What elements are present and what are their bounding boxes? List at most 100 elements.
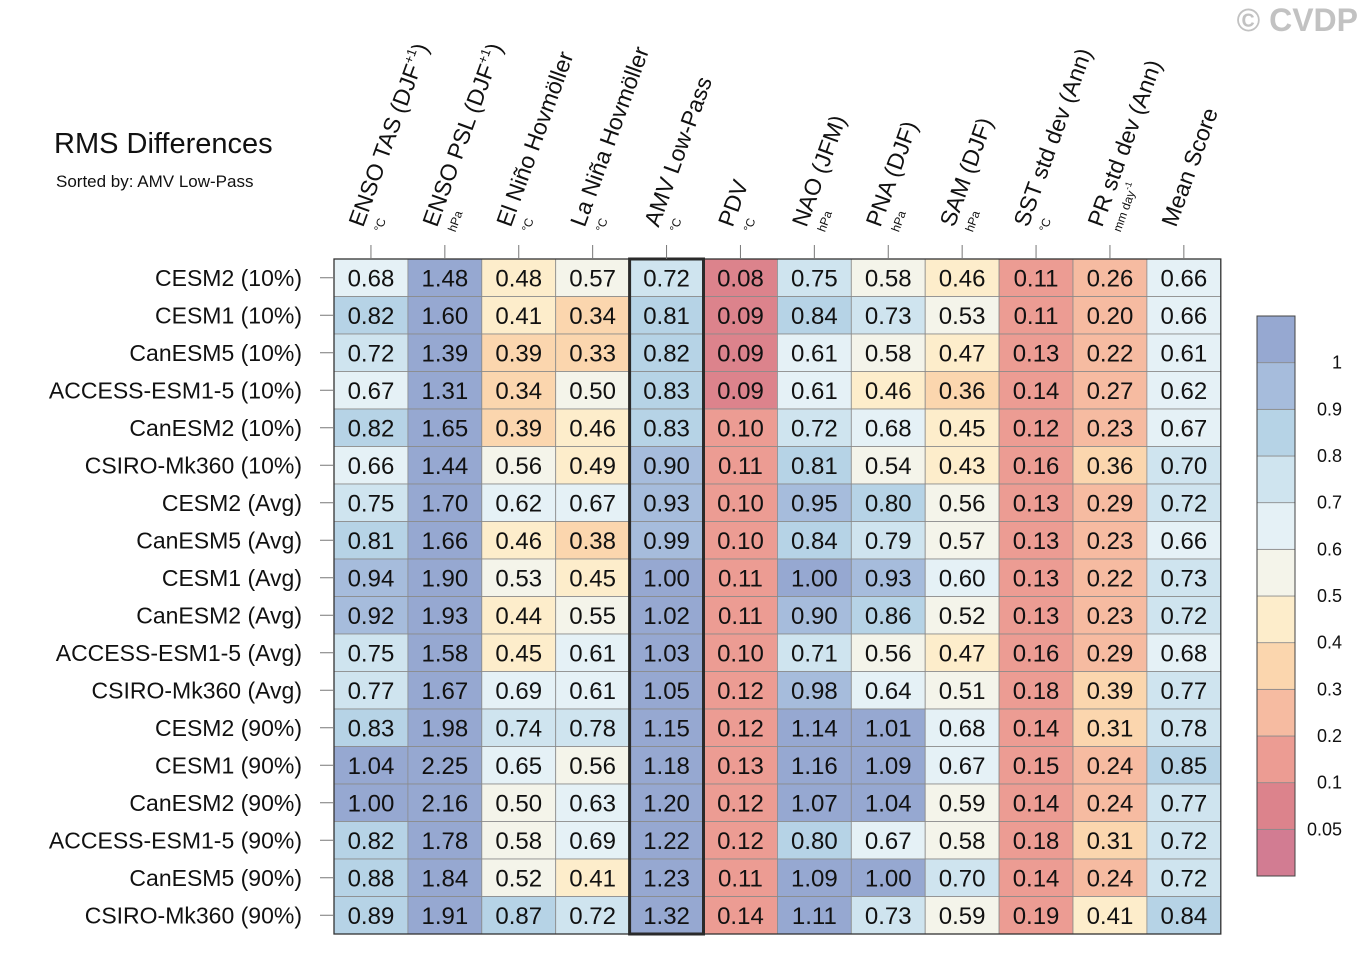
cell-value: 0.41 [569,865,616,892]
heatmap-cell [481,596,557,635]
heatmap-cell [407,858,483,897]
column-label-sam-djf: SAM (DJF)hPa [934,114,997,234]
cell-value: 0.53 [495,565,542,592]
cell-value: 0.56 [939,490,986,517]
cell-value: 0.10 [717,415,764,442]
heatmap-cell [1146,633,1222,672]
watermark: © CVDP [1236,2,1358,38]
heatmap-cell [1146,408,1222,447]
heatmap-cell [333,446,409,485]
cell-value: 0.72 [791,415,838,442]
heatmap-cell [333,408,409,447]
heatmap-cell [1146,558,1222,597]
cell-value: 1.05 [643,678,690,705]
heatmap-cell [850,821,926,860]
cell-value: 0.83 [643,415,690,442]
row-label-canesm2-avg: CanESM2 (Avg) [136,602,302,628]
cell-value: 0.09 [717,303,764,330]
heatmap-cell [850,596,926,635]
cell-value: 0.73 [865,303,912,330]
cell-value: 0.72 [643,265,690,292]
heatmap-cell [703,708,778,747]
column-unit: hPa [815,208,836,233]
column-label-mean-score: Mean Score [1156,104,1223,229]
cell-value: 0.12 [717,678,764,705]
column-unit: °C [519,216,537,234]
heatmap-cell [1146,258,1222,297]
cell-value: 1.22 [643,828,690,855]
cell-value: 1.91 [421,903,468,930]
cell-value: 0.88 [348,865,395,892]
heatmap-cell [407,371,483,410]
cell-value: 1.14 [791,715,838,742]
heatmap-cell [1146,858,1222,897]
heatmap-cell [481,708,557,747]
cell-value: 0.50 [569,378,616,405]
heatmap-cell [481,858,557,897]
heatmap-cell [1072,896,1148,935]
heatmap-cell [924,671,1000,710]
colorbar-tick-label: 0.6 [1317,539,1342,559]
cell-value: 0.67 [348,378,395,405]
cell-value: 1.58 [421,640,468,667]
cell-value: 1.00 [643,565,690,592]
heatmap-cell [333,896,409,935]
heatmap-cell [998,483,1074,522]
cell-value: 0.95 [791,490,838,517]
heatmap-cell [481,371,557,410]
row-labels: CESM2 (10%) CESM1 (10%) CanESM5 (10%) ACCES… [49,265,334,928]
heatmap-cell [1072,708,1148,747]
cell-value: 0.72 [1160,828,1207,855]
cell-value: 0.73 [1160,565,1207,592]
cell-value: 0.70 [1160,453,1207,480]
cell-value: 0.59 [939,790,986,817]
cell-value: 0.08 [717,265,764,292]
chart-subtitle: Sorted by: AMV Low-Pass [56,172,254,191]
heatmap-cell [481,783,557,822]
chart-title: RMS Differences [54,128,273,160]
cell-value: 1.16 [791,753,838,780]
cell-value: 0.15 [1013,753,1060,780]
row-label-cesm1-90: CESM1 (90%) [155,752,302,778]
heatmap-border [333,258,1222,935]
cell-value: 0.71 [791,640,838,667]
cell-value: 0.12 [717,790,764,817]
cell-value: 0.61 [569,640,616,667]
cell-value: 0.29 [1087,640,1134,667]
heatmap-cell [703,596,778,635]
heatmap-cell [407,633,483,672]
heatmap-cell [481,746,557,785]
heatmap-cell [777,371,852,410]
cell-value: 0.66 [1160,528,1207,555]
cell-value: 0.65 [495,753,542,780]
cell-value: 0.26 [1087,265,1134,292]
cell-value: 0.46 [495,528,542,555]
cell-value: 0.67 [939,753,986,780]
cell-value: 0.11 [718,565,763,592]
cell-value: 0.92 [348,603,395,630]
heatmap-cell [333,783,409,822]
cell-value: 0.29 [1087,490,1134,517]
heatmap-cell [555,746,631,785]
heatmap-cell [703,483,778,522]
colorbar-tick-label: 0.5 [1317,586,1342,606]
cell-value: 0.80 [865,490,912,517]
heatmap-cell [481,558,557,597]
cell-value: 0.12 [1013,415,1060,442]
cell-value: 1.44 [421,453,468,480]
colorbar-swatch [1256,688,1296,737]
cell-value: 0.11 [718,453,763,480]
cell-value: 0.13 [1013,490,1060,517]
heatmap-cell [924,858,1000,897]
cell-value: 0.31 [1087,715,1134,742]
cell-value: 0.11 [1014,303,1059,330]
colorbar-tick-label: 0.1 [1317,773,1342,793]
cell-value: 1.04 [865,790,912,817]
heatmap-cell [998,333,1074,372]
heatmap-cell [1072,746,1148,785]
column-label-text: Mean Score [1156,104,1223,229]
heatmap-cell [703,858,778,897]
cell-value: 0.48 [495,265,542,292]
cell-value: 0.78 [569,715,616,742]
heatmap-cell [555,408,631,447]
